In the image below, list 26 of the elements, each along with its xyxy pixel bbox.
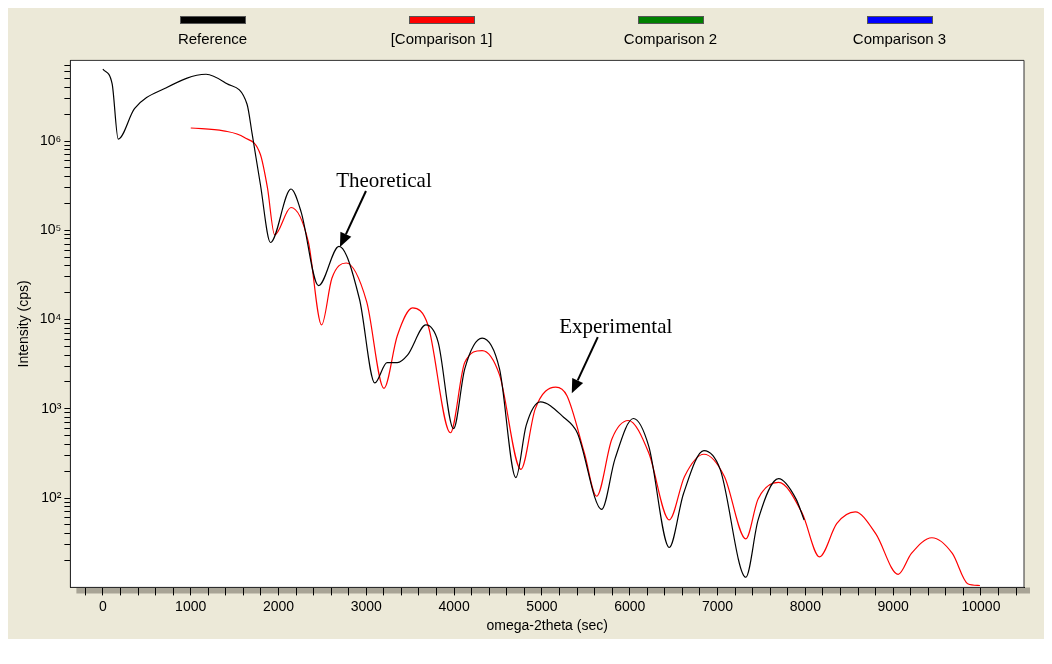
y-tick-label: 10⁶: [40, 131, 62, 148]
y-tick-label: 10³: [41, 399, 62, 416]
x-tick-label: 0: [98, 597, 107, 614]
legend-label: Reference: [177, 30, 248, 47]
x-tick-label: 4000: [438, 597, 470, 614]
x-tick-label: 7000: [701, 597, 734, 614]
legend-label: Comparison 3: [852, 30, 947, 47]
x-tick-label: 3000: [350, 597, 383, 614]
annotation: Experimental: [559, 314, 673, 339]
x-axis-title: omega-2theta (sec): [486, 617, 608, 634]
x-tick-label: 5000: [526, 597, 558, 614]
x-tick-label: 10000: [961, 597, 1001, 614]
y-axis-title: Intensity (cps): [15, 280, 32, 368]
annotation: Theoretical: [336, 168, 432, 193]
legend-label: Comparison 2: [623, 30, 718, 47]
legend-label: [Comparison 1]: [390, 30, 493, 47]
x-tick-label: 6000: [614, 597, 646, 614]
y-tick-label: 10²: [41, 488, 62, 505]
line-series: [190, 127, 981, 587]
y-tick-label: 10⁴: [39, 310, 62, 327]
y-tick-label: 10⁵: [40, 221, 62, 238]
x-tick-label: 1000: [175, 597, 207, 614]
x-tick-label: 8000: [789, 597, 822, 614]
x-tick-label: 9000: [877, 597, 909, 614]
x-tick-label: 2000: [262, 597, 295, 614]
line-series: [102, 68, 805, 578]
